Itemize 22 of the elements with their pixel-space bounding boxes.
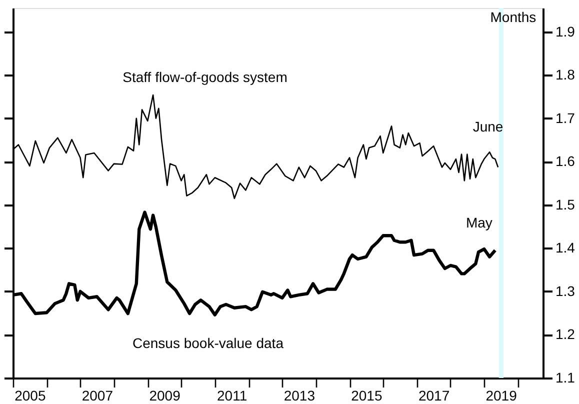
y-tick-label: 1.7 xyxy=(556,110,576,126)
x-tick-label: 2011 xyxy=(217,388,248,404)
x-tick-label: 2015 xyxy=(351,388,382,404)
y-tick-label: 1.3 xyxy=(556,282,576,299)
x-tick-label: 2005 xyxy=(14,388,46,404)
annotation: June xyxy=(472,118,504,134)
y-tick-label: 1.5 xyxy=(556,196,576,212)
text: Staff flow-of-goods system xyxy=(122,69,288,85)
series-label: Census book-value data xyxy=(132,335,284,351)
band-label: Months xyxy=(490,9,536,25)
y-tick-label: 1.8 xyxy=(556,66,576,83)
y-tick-label: 1.2 xyxy=(556,326,576,342)
x-tick-label: 2019 xyxy=(486,388,518,404)
y-tick-label: 1.9 xyxy=(556,23,576,40)
annotation: May xyxy=(466,214,492,230)
y-tick-label: 1.4 xyxy=(556,240,576,256)
y-tick-label: 1.6 xyxy=(556,153,576,170)
x-tick-label: 2013 xyxy=(284,388,316,404)
x-tick-label: 2017 xyxy=(418,388,450,404)
x-tick-label: 2009 xyxy=(149,388,181,404)
x-tick-label: 2007 xyxy=(82,388,114,404)
y-tick-label: 1.1 xyxy=(556,370,576,386)
